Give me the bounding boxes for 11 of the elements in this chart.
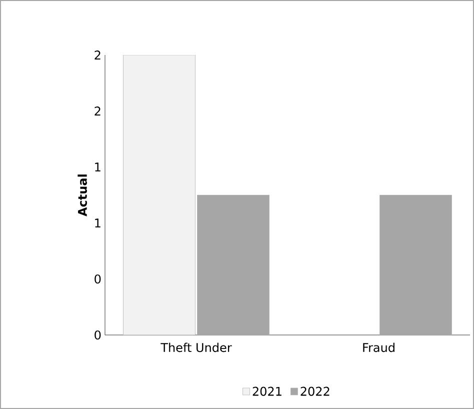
y-tick-label: 2 bbox=[94, 50, 100, 60]
y-tick-label: 1 bbox=[95, 162, 100, 172]
legend-label: 2021 bbox=[252, 386, 282, 396]
y-tick-label: 1 bbox=[95, 218, 100, 228]
y-tick-label: 2 bbox=[94, 106, 100, 116]
legend-label: 2022 bbox=[300, 386, 330, 396]
x-tick-label: Fraud bbox=[363, 342, 394, 352]
y-tick-label: 0 bbox=[94, 330, 101, 340]
x-tick-label: Theft Under bbox=[160, 342, 232, 352]
y-tick-label: 0 bbox=[94, 274, 101, 284]
y-axis-title: Actual bbox=[78, 174, 87, 216]
